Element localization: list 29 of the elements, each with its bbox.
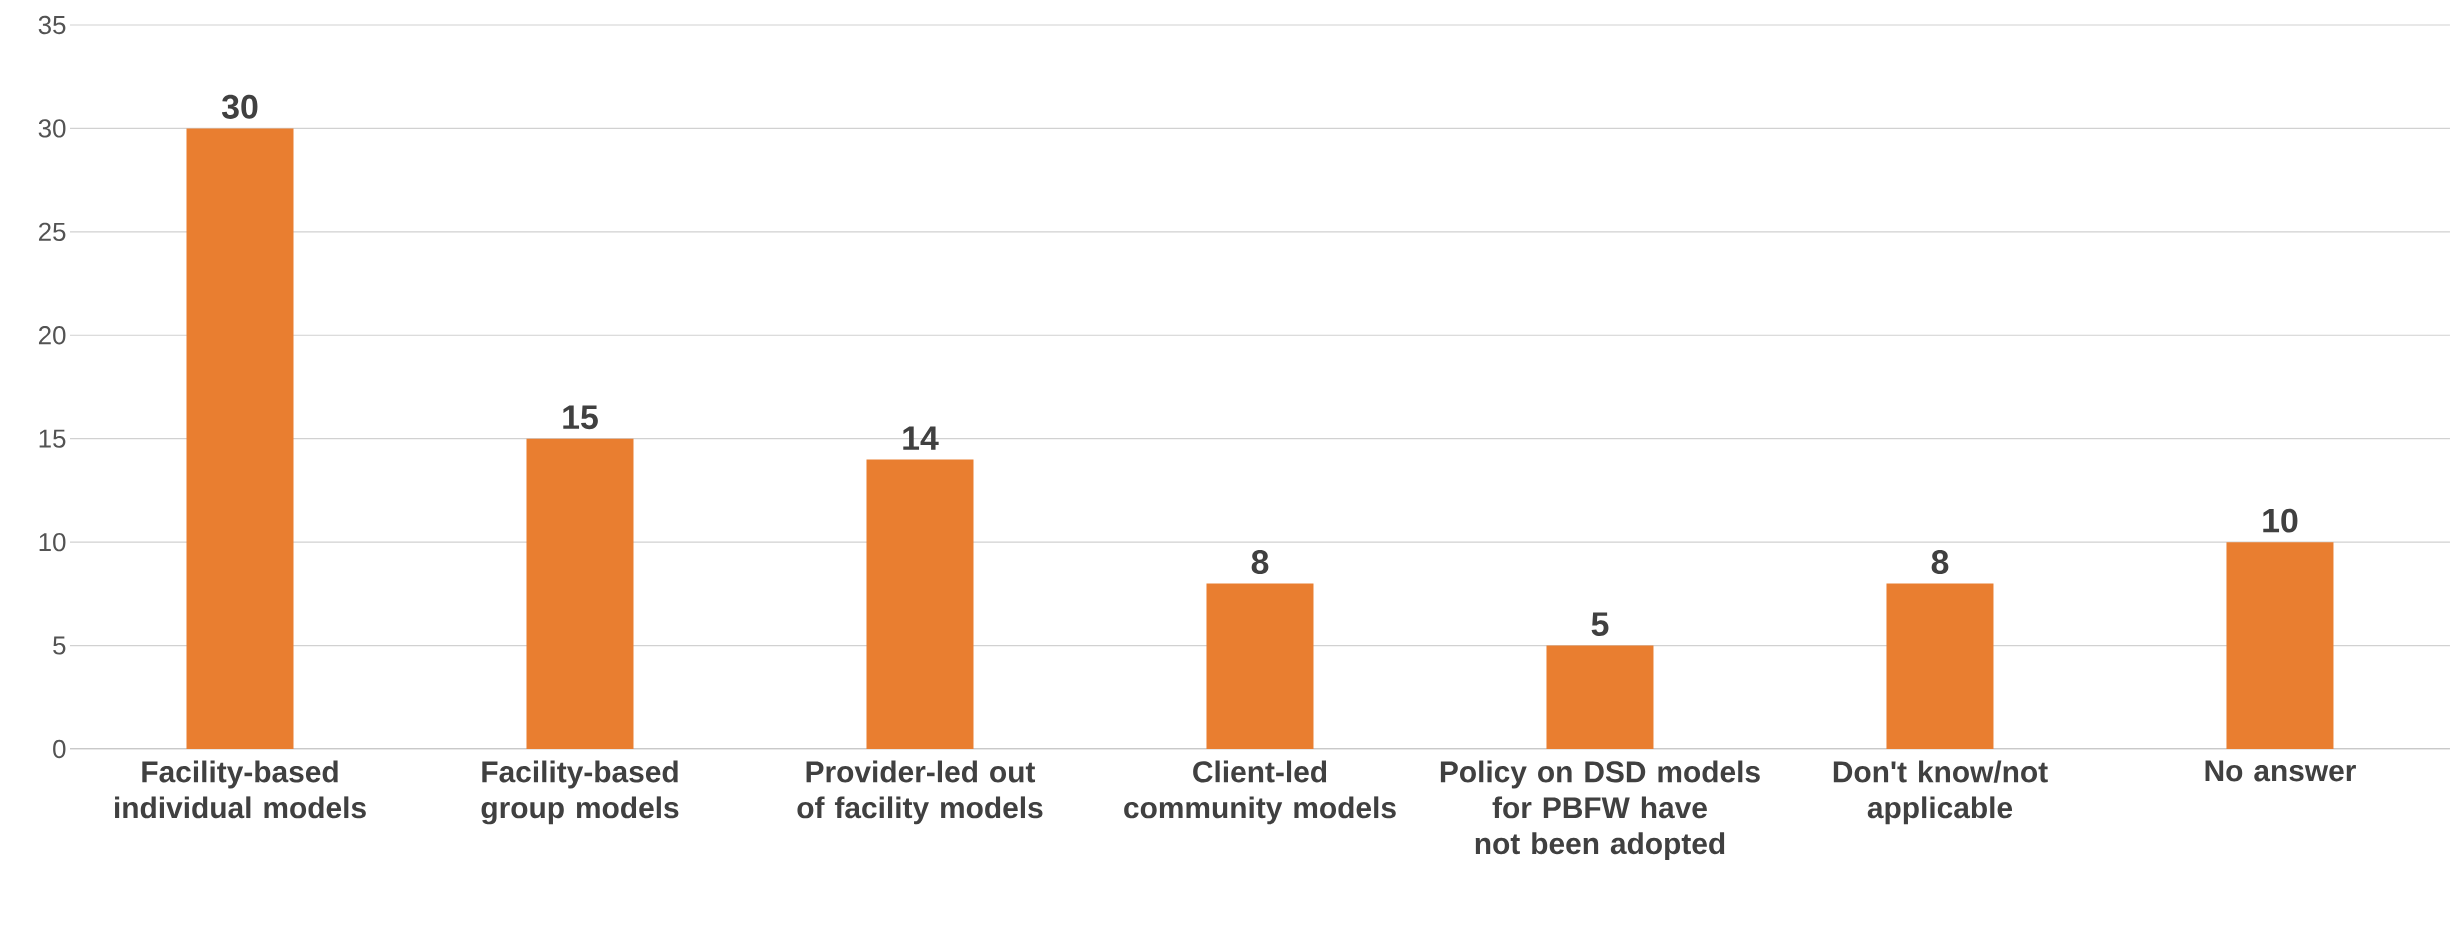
x-tick-label: Policy on DSD models for PBFW have not been adopted [1440,760,1760,861]
data-label: 5 [1591,612,1609,637]
bar [186,128,294,749]
y-tick-label: 20 [38,326,66,345]
data-label: 30 [221,94,258,119]
bar [1206,583,1314,749]
bar [1886,583,1994,749]
bar [526,438,634,749]
x-tick-label: Facility-based individual models [115,760,366,819]
data-label: 15 [563,405,598,430]
bar [2226,542,2334,749]
y-tick-label: 5 [53,636,66,655]
y-tick-label: 35 [38,15,66,35]
y-tick-label: 25 [38,222,66,242]
y-tick-label: 15 [39,429,66,448]
data-label: 8 [1251,550,1269,574]
y-tick-label: 0 [53,739,66,759]
bar [866,459,974,749]
x-tick-label: No answer [2205,760,2356,782]
y-tick-label: 30 [38,119,66,138]
x-tick-label: Don't know/not applicable [1833,760,2048,825]
x-tick-label: Client-led community models [1124,760,1396,825]
y-tick-label: 10 [39,532,66,552]
x-tick-label: Provider-led out of facility models [797,760,1043,825]
x-tick-label: Facility-based group models [481,760,679,825]
bar [1546,645,1654,749]
data-label: 14 [903,426,939,450]
data-label: 10 [2263,508,2298,533]
data-label: 8 [1931,550,1949,574]
